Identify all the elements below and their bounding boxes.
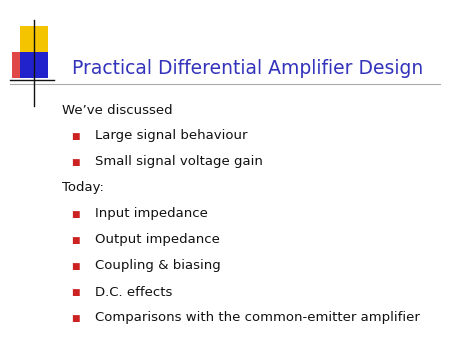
Text: ■: ■ [71, 158, 79, 167]
Text: Comparisons with the common-emitter amplifier: Comparisons with the common-emitter ampl… [95, 312, 420, 324]
Text: D.C. effects: D.C. effects [95, 286, 172, 298]
Text: Practical Differential Amplifier Design: Practical Differential Amplifier Design [72, 58, 423, 77]
Text: ■: ■ [71, 236, 79, 244]
Text: ■: ■ [71, 288, 79, 296]
Text: Input impedance: Input impedance [95, 208, 208, 220]
Bar [20, 52, 48, 78]
Text: Small signal voltage gain: Small signal voltage gain [95, 155, 263, 169]
Bar [20, 26, 48, 52]
Text: We’ve discussed: We’ve discussed [62, 103, 173, 117]
Text: ■: ■ [71, 262, 79, 270]
Text: ■: ■ [71, 210, 79, 218]
Text: Coupling & biasing: Coupling & biasing [95, 260, 221, 272]
Text: ■: ■ [71, 314, 79, 322]
Bar [12, 52, 40, 78]
Text: ■: ■ [71, 131, 79, 141]
Text: Output impedance: Output impedance [95, 234, 220, 246]
Text: Large signal behaviour: Large signal behaviour [95, 129, 248, 143]
Text: Today:: Today: [62, 182, 104, 194]
